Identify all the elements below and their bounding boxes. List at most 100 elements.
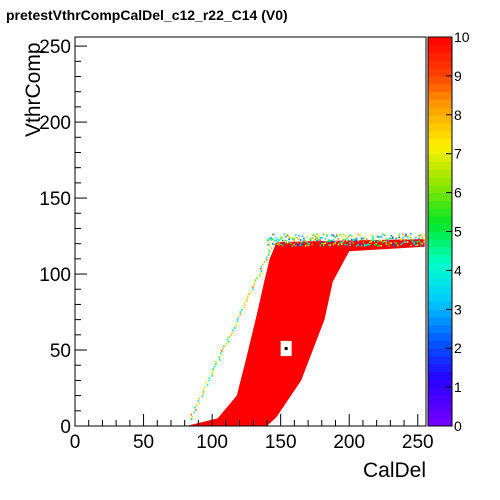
edge-cell [339,241,341,243]
edge-cell [380,239,383,242]
colorbar-cell [428,60,452,69]
colorbar-cell [428,145,452,155]
edge-cell [327,244,330,246]
edge-cell [211,375,213,377]
edge-cell [400,243,402,246]
edge-cell [190,413,193,416]
edge-cell [344,235,346,237]
edge-cell [393,245,396,247]
edge-cell [401,242,404,244]
colorbar-tick-label: 4 [454,262,462,278]
edge-cell [293,243,295,246]
colorbar-tick-label: 3 [454,301,462,317]
edge-cell [220,352,222,354]
edge-cell [359,234,361,237]
colorbar-cell [428,418,452,427]
edge-cell [405,241,407,243]
edge-cell [421,236,424,239]
colorbar-cell [428,387,452,396]
edge-cell [306,244,309,246]
edge-cell [239,311,242,313]
x-tick-label: 50 [133,432,154,453]
colorbar-cell [428,75,452,85]
edge-cell [319,239,322,242]
plot-border [74,36,427,427]
colorbar-cell [428,138,452,147]
edge-cell [398,234,401,237]
edge-cell [261,263,264,266]
edge-cell [355,245,358,247]
edge-cell [419,234,422,236]
edge-cell [398,236,401,239]
edge-cell [388,242,391,244]
edge-cell [313,239,315,241]
edge-cell [271,238,274,240]
colorbar-cell [428,348,452,357]
colorbar-tick-label: 2 [454,340,462,356]
edge-cell [340,243,343,246]
edge-cell [285,236,287,238]
edge-cell [243,306,245,309]
edge-cell [357,233,360,236]
edge-cell [316,239,318,242]
colorbar-cell [428,410,452,419]
edge-cell [220,350,223,352]
edge-cell [340,241,343,244]
colorbar-tick-label: 1 [454,379,462,395]
edge-cell [364,243,366,246]
edge-cell [401,233,404,236]
edge-cell [344,238,346,241]
edge-cell [329,239,332,242]
colorbar-cell [428,177,452,186]
colorbar-cell [428,285,452,295]
edge-cell [349,234,351,236]
edge-cell [332,234,335,237]
edge-cell [406,238,409,240]
edge-cell [247,295,249,297]
edge-cell [355,239,358,242]
colorbar-cell [428,262,452,271]
edge-cell [350,238,353,241]
colorbar-cell [428,184,452,194]
edge-cell [393,241,396,244]
edge-cell [380,244,383,247]
edge-cell [195,409,197,411]
edge-cell [377,235,379,238]
edge-cell [211,372,213,375]
edge-cell [248,293,251,295]
edge-cell [306,236,309,239]
edge-cell [288,241,290,243]
edge-cell [303,240,305,242]
edge-cell [355,237,358,240]
edge-cell [418,234,420,237]
edge-cell [278,239,281,242]
edge-cell [321,242,323,245]
edge-cell [331,240,333,243]
edge-cell [319,244,322,247]
edge-cell [288,236,290,238]
x-tick-label: 150 [265,432,297,453]
edge-cell [291,238,294,240]
edge-cell [390,234,392,237]
edge-cell [383,234,386,237]
edge-cell [288,238,290,241]
colorbar-tick-label: 6 [454,185,462,201]
edge-cell [285,239,287,242]
edge-cell [360,237,363,240]
edge-cell [281,244,284,247]
edge-cell [378,244,381,247]
edge-cell [240,308,243,311]
edge-cell [276,238,279,241]
edge-cell [372,239,374,242]
edge-cell [245,299,248,302]
edge-cell [349,242,351,244]
edge-cell [322,244,325,247]
edge-cell [235,324,237,327]
axes: 0 50 100 150 200 250 0 50 100 150 200 250 [39,36,434,453]
edge-cell [227,340,230,343]
edge-cell [340,235,343,238]
edge-cell [370,240,373,243]
colorbar-cell [428,239,452,248]
edge-cell [256,277,259,279]
colorbar-cell [428,371,452,380]
